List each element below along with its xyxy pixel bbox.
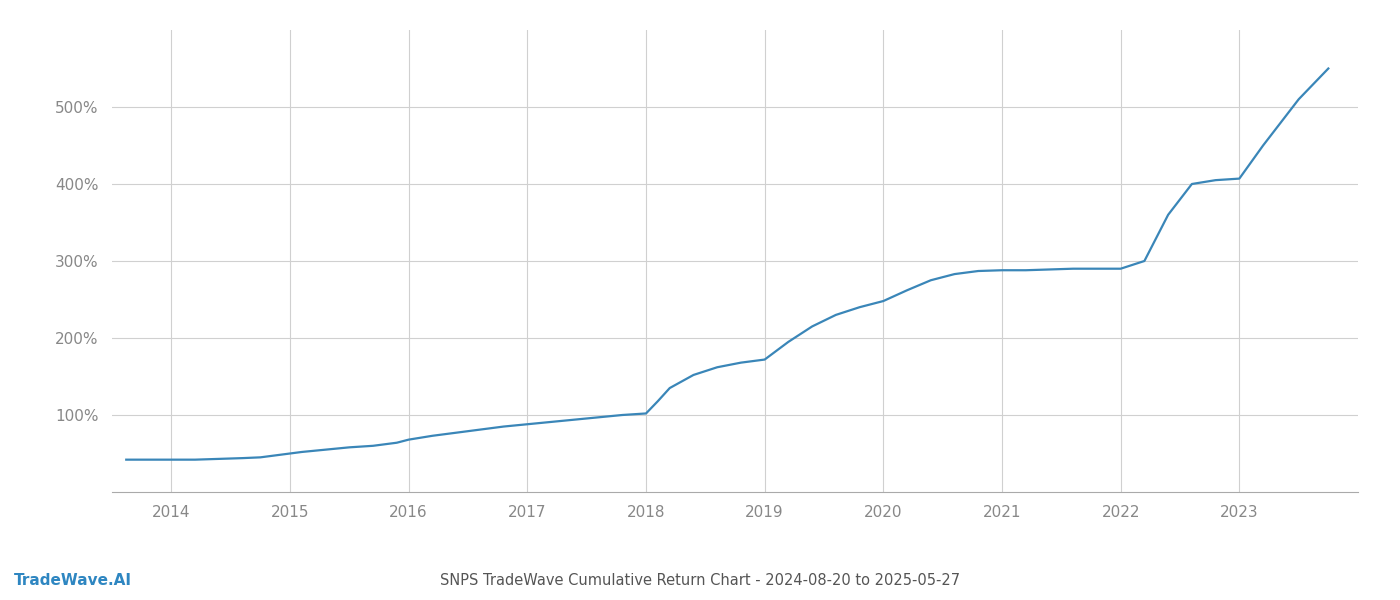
Text: TradeWave.AI: TradeWave.AI <box>14 573 132 588</box>
Text: SNPS TradeWave Cumulative Return Chart - 2024-08-20 to 2025-05-27: SNPS TradeWave Cumulative Return Chart -… <box>440 573 960 588</box>
